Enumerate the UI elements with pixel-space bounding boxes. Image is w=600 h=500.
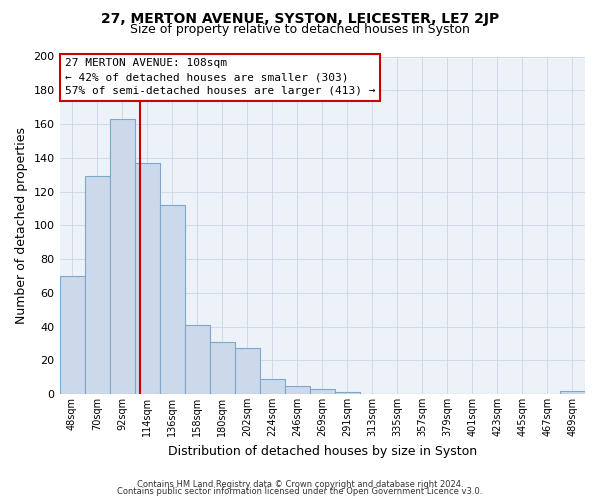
Bar — [235, 348, 260, 394]
Text: Size of property relative to detached houses in Syston: Size of property relative to detached ho… — [130, 22, 470, 36]
X-axis label: Distribution of detached houses by size in Syston: Distribution of detached houses by size … — [168, 444, 477, 458]
Text: 27, MERTON AVENUE, SYSTON, LEICESTER, LE7 2JP: 27, MERTON AVENUE, SYSTON, LEICESTER, LE… — [101, 12, 499, 26]
Bar — [335, 392, 360, 394]
Bar — [285, 386, 310, 394]
Bar — [209, 342, 235, 394]
Bar — [560, 390, 585, 394]
Text: Contains public sector information licensed under the Open Government Licence v3: Contains public sector information licen… — [118, 487, 482, 496]
Bar — [185, 325, 209, 394]
Bar — [310, 389, 335, 394]
Bar — [85, 176, 110, 394]
Bar — [110, 119, 134, 394]
Bar — [134, 163, 160, 394]
Bar — [59, 276, 85, 394]
Y-axis label: Number of detached properties: Number of detached properties — [15, 127, 28, 324]
Text: 27 MERTON AVENUE: 108sqm
← 42% of detached houses are smaller (303)
57% of semi-: 27 MERTON AVENUE: 108sqm ← 42% of detach… — [65, 58, 375, 96]
Bar — [160, 205, 185, 394]
Text: Contains HM Land Registry data © Crown copyright and database right 2024.: Contains HM Land Registry data © Crown c… — [137, 480, 463, 489]
Bar — [260, 379, 285, 394]
